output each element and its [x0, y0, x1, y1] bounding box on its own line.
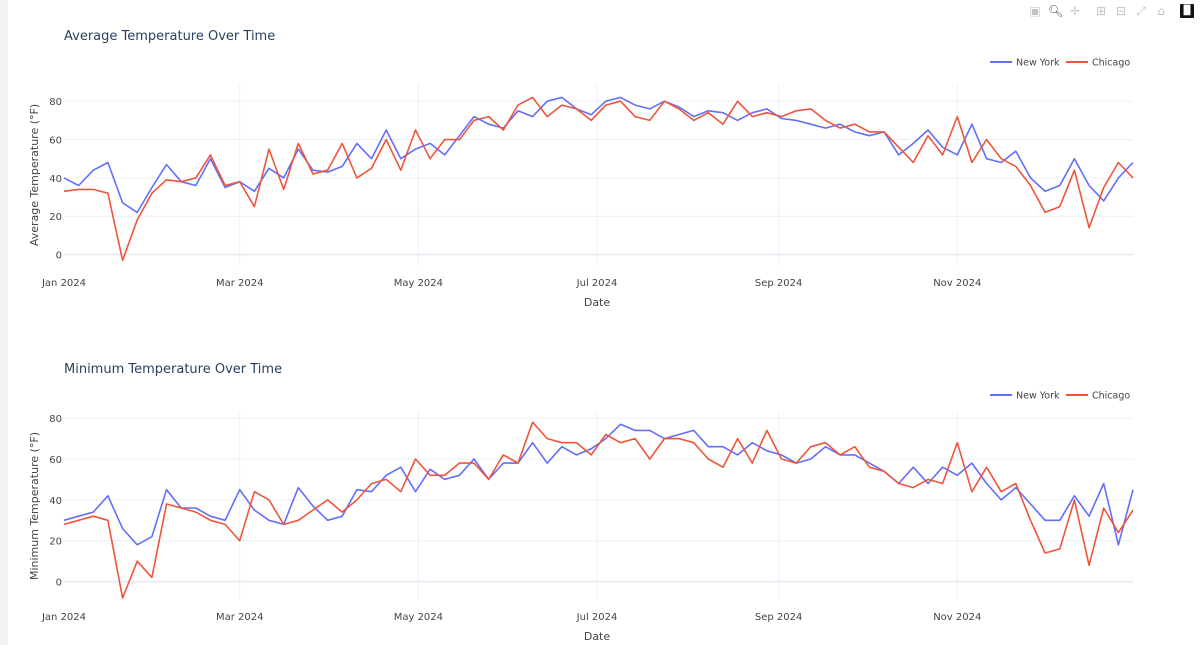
y-tick-label: 60 — [49, 455, 62, 466]
series-line-new-york — [63, 96, 1134, 214]
y-axis-title: Average Temperature (°F) — [28, 104, 41, 246]
y-tick-label: 80 — [49, 97, 62, 108]
series-line-chicago — [63, 96, 1134, 262]
autoscale-icon[interactable]: ⤢ — [1136, 4, 1146, 18]
chart-title: Minimum Temperature Over Time — [64, 362, 282, 377]
y-tick-label: 20 — [49, 537, 62, 548]
legend-label: Chicago — [1092, 58, 1130, 69]
x-tick-label: Jan 2024 — [41, 278, 86, 289]
y-tick-label: 80 — [49, 414, 62, 425]
y-tick-label: 40 — [49, 496, 62, 507]
x-axis-title: Date — [584, 296, 611, 309]
x-axis-title: Date — [584, 630, 611, 643]
chart-title: Average Temperature Over Time — [64, 29, 275, 44]
legend-label: Chicago — [1092, 391, 1130, 402]
x-tick-label: Jan 2024 — [41, 612, 86, 623]
y-tick-label: 0 — [56, 251, 62, 262]
x-tick-label: May 2024 — [394, 612, 443, 623]
x-tick-label: May 2024 — [394, 278, 443, 289]
y-tick-label: 60 — [49, 136, 62, 147]
legend-item-new-york[interactable]: New York — [990, 391, 1060, 402]
x-tick-label: Nov 2024 — [933, 278, 981, 289]
page-edge — [0, 0, 8, 645]
subplot-1: 0 20 40 60 80 Jan 2024 Mar 2024 May 2024 Jul 202… — [28, 29, 1134, 309]
x-tick-label: Jul 2024 — [576, 278, 618, 289]
pan-icon[interactable]: ✛ — [1069, 4, 1081, 18]
subplot-2: 0 20 40 60 80 Jan 2024 Mar 2024 May 2024 Jul 202… — [28, 362, 1134, 643]
y-tick-label: 20 — [49, 212, 62, 223]
legend-label: New York — [1016, 391, 1060, 402]
x-tick-label: Sep 2024 — [755, 278, 802, 289]
plotly-logo-icon[interactable]: ▐▌ — [1180, 4, 1194, 18]
legend-label: New York — [1016, 58, 1060, 69]
y-tick-label: 40 — [49, 174, 62, 185]
modebar: ▣ 🔍︎ ✛ ⊞ ⊟ ⤢ ⌂ ▐▌ — [1028, 4, 1194, 18]
legend-item-chicago[interactable]: Chicago — [1066, 391, 1130, 402]
series-line-chicago — [63, 421, 1134, 599]
x-tick-label: Mar 2024 — [216, 278, 264, 289]
home-icon[interactable]: ⌂ — [1157, 4, 1165, 18]
zoom-in-icon[interactable]: ⊞ — [1095, 4, 1107, 18]
camera-icon[interactable]: ▣ — [1029, 4, 1041, 18]
x-tick-label: Sep 2024 — [755, 612, 802, 623]
zoom-icon[interactable]: 🔍︎ — [1048, 4, 1064, 18]
zoom-out-icon[interactable]: ⊟ — [1115, 4, 1127, 18]
x-tick-label: Jul 2024 — [576, 612, 618, 623]
y-tick-label: 0 — [56, 578, 62, 589]
legend-item-new-york[interactable]: New York — [990, 58, 1060, 69]
series-line-new-york — [63, 423, 1134, 546]
x-tick-label: Mar 2024 — [216, 612, 264, 623]
x-tick-label: Nov 2024 — [933, 612, 981, 623]
y-axis-title: Minimum Temperature (°F) — [28, 432, 41, 580]
legend-item-chicago[interactable]: Chicago — [1066, 58, 1130, 69]
